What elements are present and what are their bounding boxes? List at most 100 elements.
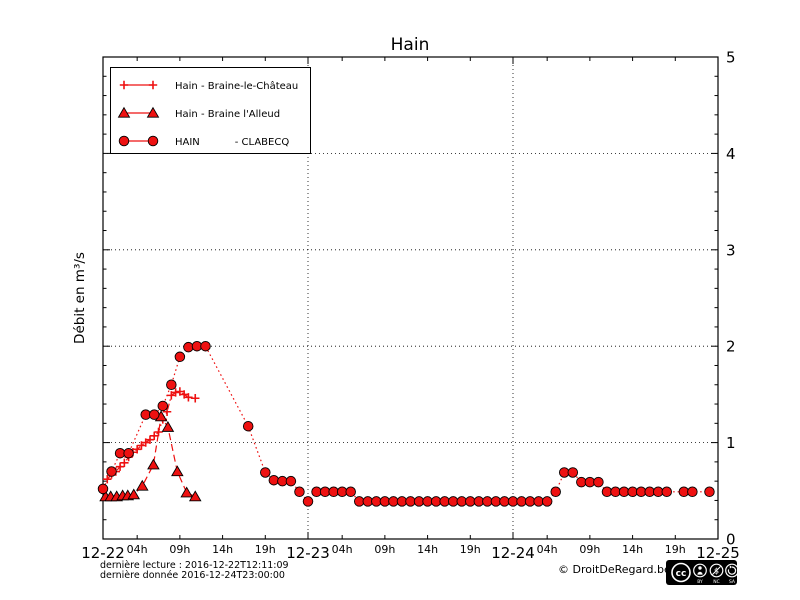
plot-frame: [102, 56, 719, 540]
legend-row: HAIN - CLABECQ: [118, 135, 289, 148]
circle-marker: [567, 467, 579, 478]
plus-marker: [132, 445, 142, 454]
legend-box: [110, 67, 311, 154]
x-hour-tick-label: 14h: [212, 543, 233, 556]
circle-marker: [123, 447, 134, 459]
last-data-text: dernière donnée 2016-12-24T23:00:00: [100, 570, 285, 581]
circle-marker: [268, 474, 280, 486]
triangle-marker: [127, 488, 141, 500]
svg-text:cc: cc: [676, 569, 687, 579]
plus-marker: [167, 391, 176, 400]
triangle-marker: [147, 458, 160, 470]
plus-marker: [119, 80, 129, 90]
legend: Hain - Braine-le-Château Hain - Braine l'…: [110, 67, 311, 154]
triangle-marker: [136, 479, 149, 491]
cc-icon: cc: [671, 562, 691, 583]
plus-marker: [184, 393, 193, 402]
y-tick-label: 3: [726, 241, 736, 259]
plus-marker: [179, 390, 189, 399]
x-hour-tick-label: 04h: [332, 543, 353, 556]
plus-marker: [141, 438, 150, 447]
plot-area: 12-22 04h 09h 14h 19h 12-23 04h 09h 14h 19h 12-24 0…: [81, 49, 740, 563]
circle-marker: [294, 486, 305, 498]
x-hour-tick-label: 04h: [127, 543, 148, 556]
circle-marker: [302, 496, 314, 507]
y-tick-label: 2: [726, 338, 736, 356]
footer: dernière lecture : 2016-12-22T12:11:09 d…: [100, 560, 739, 585]
x-hour-tick-label: 09h: [579, 543, 600, 556]
circle-marker: [550, 486, 561, 498]
x-hour-tick-label: 19h: [255, 543, 276, 556]
x-day-tick-label: 12-25: [696, 544, 740, 562]
series-2: [99, 410, 202, 502]
circle-marker: [704, 486, 715, 498]
plus-marker: [148, 80, 158, 90]
plus-marker: [115, 462, 125, 471]
circle-marker: [285, 475, 297, 487]
legend-row: Hain - Braine-le-Château: [119, 80, 298, 92]
y-tick-label: 5: [726, 49, 736, 67]
svg-text:NC: NC: [713, 579, 720, 585]
triangle-marker: [146, 106, 160, 118]
series-3: [97, 340, 715, 507]
plus-marker: [145, 435, 155, 444]
triangle-marker: [171, 465, 184, 477]
legend-label: Hain - Braine l'Alleud: [175, 109, 280, 120]
sa-share-alike-icon: SA: [725, 563, 739, 585]
circle-marker: [157, 400, 169, 412]
x-hour-tick-label: 14h: [417, 543, 438, 556]
plus-marker: [175, 387, 185, 396]
circle-marker: [148, 409, 160, 420]
plus-marker: [171, 388, 180, 397]
circle-marker: [106, 466, 117, 477]
legend-label: HAIN - CLABECQ: [175, 137, 289, 148]
circle-marker: [593, 476, 604, 488]
triangle-marker: [180, 486, 193, 498]
x-hour-tick-label: 19h: [460, 543, 481, 556]
x-hour-tick-label: 09h: [169, 543, 190, 556]
circle-marker: [200, 340, 211, 352]
x-day-tick-label: 12-22: [81, 544, 125, 562]
circle-marker: [118, 135, 130, 147]
x-hour-tick-label: 04h: [537, 543, 558, 556]
circle-marker: [97, 483, 109, 495]
triangle-marker: [188, 490, 202, 502]
legend-row: Hain - Braine l'Alleud: [117, 106, 280, 120]
legend-label: Hain - Braine-le-Château: [175, 80, 298, 92]
chart-title: Hain: [391, 35, 430, 55]
last-reading-text: dernière lecture : 2016-12-22T12:11:09: [100, 560, 289, 571]
y-tick-label: 0: [726, 531, 736, 549]
x-hour-tick-label: 14h: [622, 543, 643, 556]
y-tick-label: 1: [726, 434, 736, 452]
nc-no-dollar-icon: $ NC: [709, 563, 724, 585]
triangle-marker: [117, 106, 131, 118]
circle-marker: [242, 420, 254, 432]
plus-marker: [137, 441, 146, 450]
circle-marker: [260, 467, 271, 478]
x-day-tick-label: 12-24: [491, 544, 535, 562]
svg-text:BY: BY: [697, 579, 703, 585]
circle-marker: [174, 351, 186, 363]
x-day-tick-label: 12-23: [286, 544, 330, 562]
x-hour-tick-label: 09h: [374, 543, 395, 556]
series-line: [102, 345, 710, 503]
plus-marker: [150, 431, 159, 441]
circle-marker: [661, 486, 673, 498]
copyright-text: © DroitDeRegard.be: [558, 563, 671, 576]
svg-text:SA: SA: [729, 579, 736, 585]
plus-marker: [120, 458, 129, 468]
plus-marker: [191, 394, 200, 403]
circle-marker: [687, 486, 698, 498]
y-tick-label: 4: [726, 145, 736, 163]
circle-marker: [166, 379, 177, 391]
x-hour-tick-label: 19h: [665, 543, 686, 556]
circle-marker: [345, 486, 356, 498]
circle-marker: [147, 135, 159, 147]
cc-license-badge: cc BY $ NC SA: [666, 560, 739, 585]
axis-ticks: [102, 56, 719, 540]
circle-marker: [183, 341, 194, 353]
by-person-icon: BY: [693, 563, 707, 585]
triangle-marker: [161, 420, 175, 432]
